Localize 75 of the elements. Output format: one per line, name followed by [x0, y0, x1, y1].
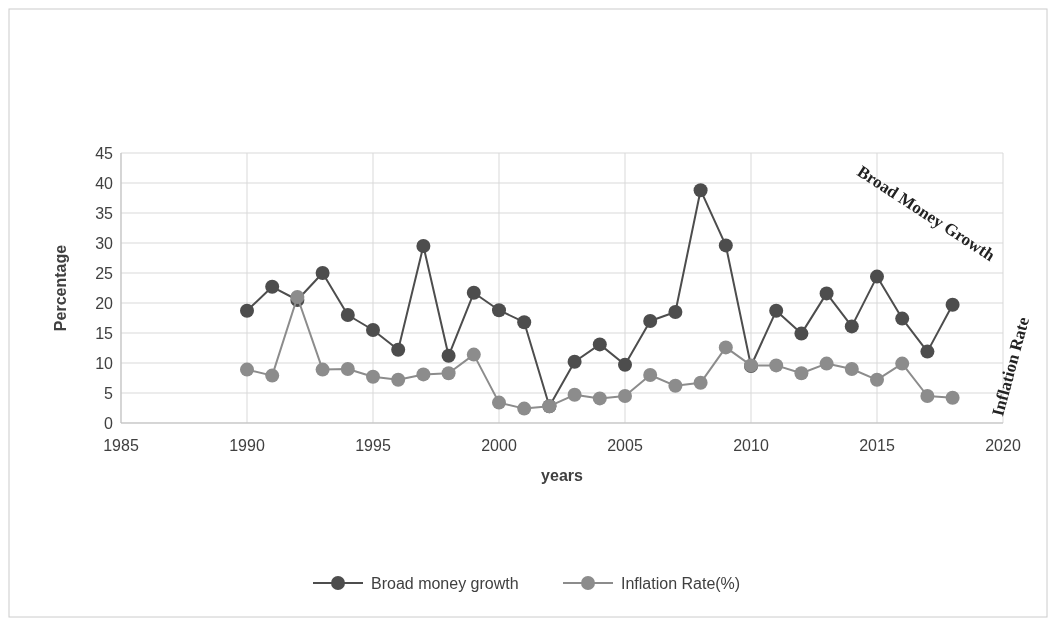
x-tick-label: 2000 — [481, 437, 517, 454]
y-tick-label: 25 — [95, 264, 114, 282]
point — [391, 342, 406, 357]
point — [844, 362, 859, 376]
point — [945, 390, 960, 405]
y-tick-label: 0 — [104, 414, 114, 432]
x-tick-label: 2005 — [607, 437, 643, 454]
point — [240, 362, 254, 377]
point — [870, 372, 884, 387]
point — [794, 326, 809, 341]
point — [643, 314, 658, 328]
point — [517, 401, 532, 416]
annotation: Inflation Rate — [988, 314, 1034, 419]
legend-label: Broad money growth — [371, 574, 519, 592]
point — [441, 366, 456, 381]
point — [668, 378, 683, 393]
point — [240, 303, 254, 318]
point — [769, 358, 784, 373]
y-tick-label: 15 — [95, 324, 114, 342]
point — [844, 319, 859, 334]
y-tick-label: 45 — [95, 144, 114, 162]
point — [618, 357, 632, 372]
point — [693, 183, 708, 198]
point — [416, 239, 431, 253]
point — [895, 356, 910, 371]
point — [265, 279, 280, 294]
point — [718, 340, 733, 355]
point — [366, 323, 380, 337]
point — [492, 303, 506, 318]
point — [643, 368, 658, 382]
point — [315, 362, 330, 377]
point — [416, 367, 431, 382]
point — [265, 368, 280, 383]
legend-label: Inflation Rate(%) — [621, 574, 741, 592]
x-tick-label: 1995 — [355, 437, 391, 454]
point — [466, 285, 481, 300]
x-tick-label: 1985 — [103, 437, 139, 454]
y-tick-label: 5 — [104, 384, 114, 402]
point — [920, 389, 935, 403]
point — [718, 238, 733, 253]
point — [945, 297, 960, 312]
point — [567, 354, 582, 369]
y-axis-title: Percentage — [52, 244, 69, 332]
point — [517, 315, 532, 330]
point — [592, 391, 607, 406]
point — [895, 311, 910, 326]
x-axis-title: years — [541, 467, 584, 484]
point — [618, 389, 632, 403]
y-tick-label: 20 — [95, 294, 114, 312]
point — [819, 286, 834, 301]
point — [492, 395, 506, 410]
point — [340, 362, 355, 376]
point — [870, 269, 884, 284]
x-tick-label: 2020 — [985, 437, 1021, 454]
x-tick-label: 1990 — [229, 437, 265, 454]
point — [441, 348, 456, 363]
point — [668, 305, 683, 319]
point — [592, 337, 607, 352]
y-tick-label: 10 — [95, 354, 114, 372]
point — [366, 369, 380, 384]
y-tick-label: 30 — [95, 234, 114, 252]
point — [920, 344, 935, 359]
point — [819, 356, 834, 371]
y-tick-label: 35 — [95, 204, 114, 222]
x-tick-label: 2010 — [733, 437, 769, 454]
y-tick-label: 40 — [95, 174, 114, 192]
point — [391, 372, 406, 387]
x-tick-label: 2015 — [859, 437, 895, 454]
point — [769, 303, 784, 318]
point — [794, 366, 809, 381]
point — [567, 387, 582, 402]
point — [693, 375, 708, 390]
point — [340, 308, 355, 322]
point — [466, 347, 481, 362]
point — [315, 266, 330, 280]
